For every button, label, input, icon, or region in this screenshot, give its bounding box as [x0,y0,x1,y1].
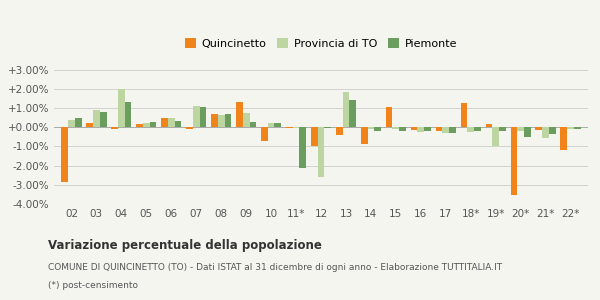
Bar [268,123,274,127]
Bar [436,127,442,131]
Bar [111,127,118,129]
Bar [286,127,293,128]
Bar [299,127,306,167]
Bar [311,127,317,146]
Bar [511,127,517,195]
Bar [399,127,406,131]
Bar [442,127,449,133]
Bar [274,123,281,127]
Bar [61,127,68,182]
Bar [461,103,467,127]
Bar [349,100,356,127]
Bar [293,127,299,128]
Bar [368,127,374,129]
Bar [549,127,556,134]
Bar [392,127,399,129]
Bar [200,107,206,127]
Bar [149,122,157,127]
Bar [86,123,93,127]
Bar [474,127,481,131]
Bar [136,124,143,127]
Bar [236,102,243,127]
Bar [542,127,549,138]
Bar [449,127,456,133]
Bar [143,123,149,127]
Bar [517,127,524,131]
Text: (*) post-censimento: (*) post-censimento [48,281,138,290]
Bar [175,122,181,127]
Bar [68,121,75,127]
Bar [168,118,175,127]
Bar [574,127,581,129]
Bar [218,115,224,127]
Bar [524,127,531,137]
Bar [386,107,392,127]
Bar [567,127,574,129]
Bar [317,127,325,177]
Bar [250,122,256,127]
Bar [535,127,542,130]
Bar [193,106,200,127]
Bar [418,127,424,132]
Bar [211,114,218,127]
Bar [499,127,506,131]
Bar [325,127,331,128]
Legend: Quincinetto, Provincia di TO, Piemonte: Quincinetto, Provincia di TO, Piemonte [180,34,462,53]
Bar [411,127,418,130]
Bar [186,127,193,129]
Text: COMUNE DI QUINCINETTO (TO) - Dati ISTAT al 31 dicembre di ogni anno - Elaborazio: COMUNE DI QUINCINETTO (TO) - Dati ISTAT … [48,263,502,272]
Bar [493,127,499,146]
Bar [336,127,343,135]
Bar [485,124,493,127]
Bar [467,127,474,132]
Bar [118,89,125,127]
Text: Variazione percentuale della popolazione: Variazione percentuale della popolazione [48,239,322,252]
Bar [261,127,268,141]
Bar [125,102,131,127]
Bar [100,112,107,127]
Bar [224,114,231,127]
Bar [560,127,567,150]
Bar [243,113,250,127]
Bar [424,127,431,131]
Bar [75,118,82,127]
Bar [374,127,381,131]
Bar [161,118,168,127]
Bar [93,110,100,127]
Bar [343,92,349,127]
Bar [361,127,368,145]
